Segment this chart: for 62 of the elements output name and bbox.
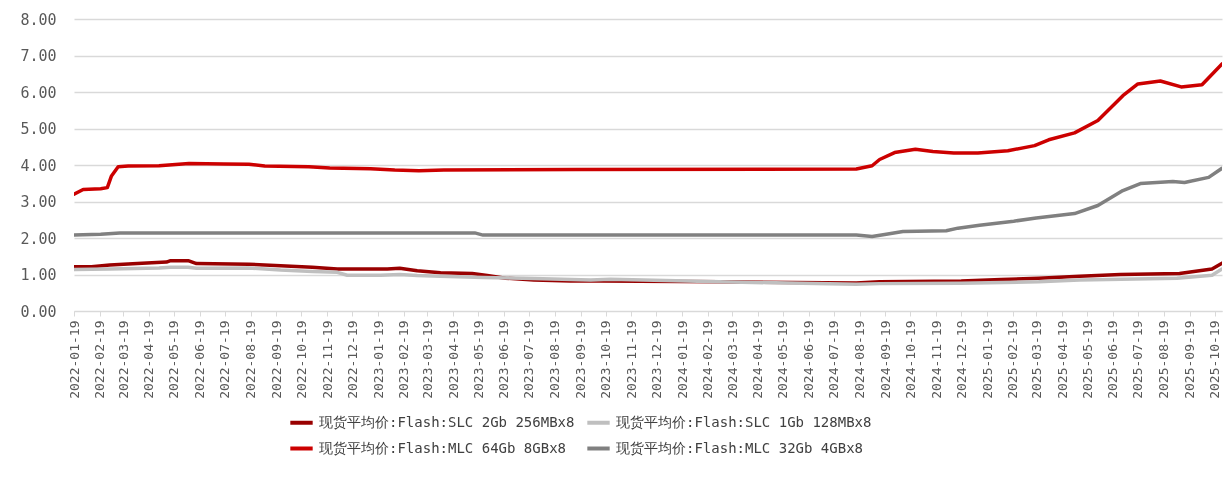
- line-series: [74, 265, 1222, 287]
- line-series: [74, 166, 1222, 239]
- x-tick-label: 2025-09-19: [1182, 320, 1198, 399]
- x-tick-label: 2024-11-19: [928, 320, 944, 399]
- x-tick-label: 2023-06-19: [496, 320, 512, 399]
- x-tick-label: 2024-08-19: [852, 320, 868, 399]
- x-tick-label: 2025-10-19: [1207, 320, 1222, 399]
- x-tick-label: 2022-12-19: [344, 320, 360, 399]
- x-tick-label: 2023-10-19: [598, 320, 614, 399]
- x-tick-label: 2023-04-19: [445, 320, 461, 399]
- y-tick-label: 1.00: [20, 266, 57, 284]
- legend-label: 现货平均价:Flash:MLC 64Gb 8GBx8: [319, 439, 567, 456]
- x-tick-label: 2025-04-19: [1054, 320, 1070, 399]
- x-tick-label: 2025-02-19: [1005, 320, 1021, 399]
- y-tick-label: 5.00: [20, 120, 57, 138]
- y-tick-label: 2.00: [20, 229, 57, 248]
- x-tick-label: 2022-05-19: [166, 320, 182, 399]
- x-tick-label: 2024-06-19: [801, 320, 817, 399]
- x-tick-label: 2024-02-19: [700, 320, 716, 399]
- x-tick-label: 2023-09-19: [573, 320, 589, 399]
- x-tick-label: 2024-04-19: [750, 320, 766, 399]
- y-tick-label: 6.00: [20, 83, 57, 102]
- x-tick-label: 2025-01-19: [979, 320, 995, 399]
- y-tick-label: 3.00: [20, 193, 57, 211]
- y-tick-label: 4.00: [20, 156, 57, 175]
- x-tick-label: 2022-01-19: [66, 320, 82, 399]
- x-tick-label: 2025-06-19: [1105, 320, 1121, 399]
- x-tick-label: 2025-05-19: [1079, 320, 1095, 399]
- x-tick-label: 2022-07-19: [217, 320, 233, 399]
- line-series: [74, 62, 1222, 196]
- legend-label: 现货平均价:Flash:SLC 1Gb 128MBx8: [616, 413, 872, 430]
- x-tick-label: 2022-11-19: [319, 320, 335, 399]
- x-tick-label: 2022-03-19: [115, 320, 131, 399]
- legend-label: 现货平均价:Flash:MLC 32Gb 4GBx8: [616, 439, 864, 456]
- y-tick-label: 0.00: [20, 302, 57, 321]
- x-tick-label: 2025-08-19: [1156, 320, 1172, 399]
- x-tick-label: 2025-07-19: [1130, 320, 1146, 399]
- x-tick-label: 2024-10-19: [902, 320, 918, 399]
- x-tick-label: 2025-03-19: [1028, 320, 1044, 399]
- x-tick-label: 2024-01-19: [674, 320, 690, 399]
- x-tick-label: 2024-09-19: [877, 320, 893, 399]
- x-tick-label: 2022-10-19: [293, 320, 309, 399]
- x-tick-label: 2024-12-19: [953, 320, 969, 399]
- y-tick-label: 8.00: [20, 10, 57, 29]
- x-tick-label: 2022-04-19: [141, 320, 157, 399]
- x-tick-label: 2022-02-19: [92, 320, 108, 399]
- x-tick-label: 2023-03-19: [419, 320, 435, 399]
- x-tick-label: 2023-12-19: [648, 320, 664, 399]
- x-tick-label: 2023-07-19: [521, 320, 537, 399]
- x-tick-label: 2023-08-19: [547, 320, 563, 399]
- x-tick-label: 2024-05-19: [775, 320, 791, 399]
- legend-label: 现货平均价:Flash:SLC 2Gb 256MBx8: [319, 413, 575, 430]
- x-tick-label: 2023-01-19: [370, 320, 386, 399]
- x-tick-label: 2022-08-19: [243, 320, 259, 399]
- x-tick-label: 2023-02-19: [396, 320, 412, 399]
- x-tick-label: 2023-05-19: [470, 320, 486, 399]
- x-tick-label: 2023-11-19: [623, 320, 639, 399]
- x-tick-label: 2022-06-19: [192, 320, 208, 399]
- x-tick-label: 2022-09-19: [268, 320, 284, 399]
- y-tick-label: 7.00: [20, 47, 57, 65]
- x-tick-label: 2024-07-19: [826, 320, 842, 399]
- x-tick-label: 2024-03-19: [724, 320, 740, 399]
